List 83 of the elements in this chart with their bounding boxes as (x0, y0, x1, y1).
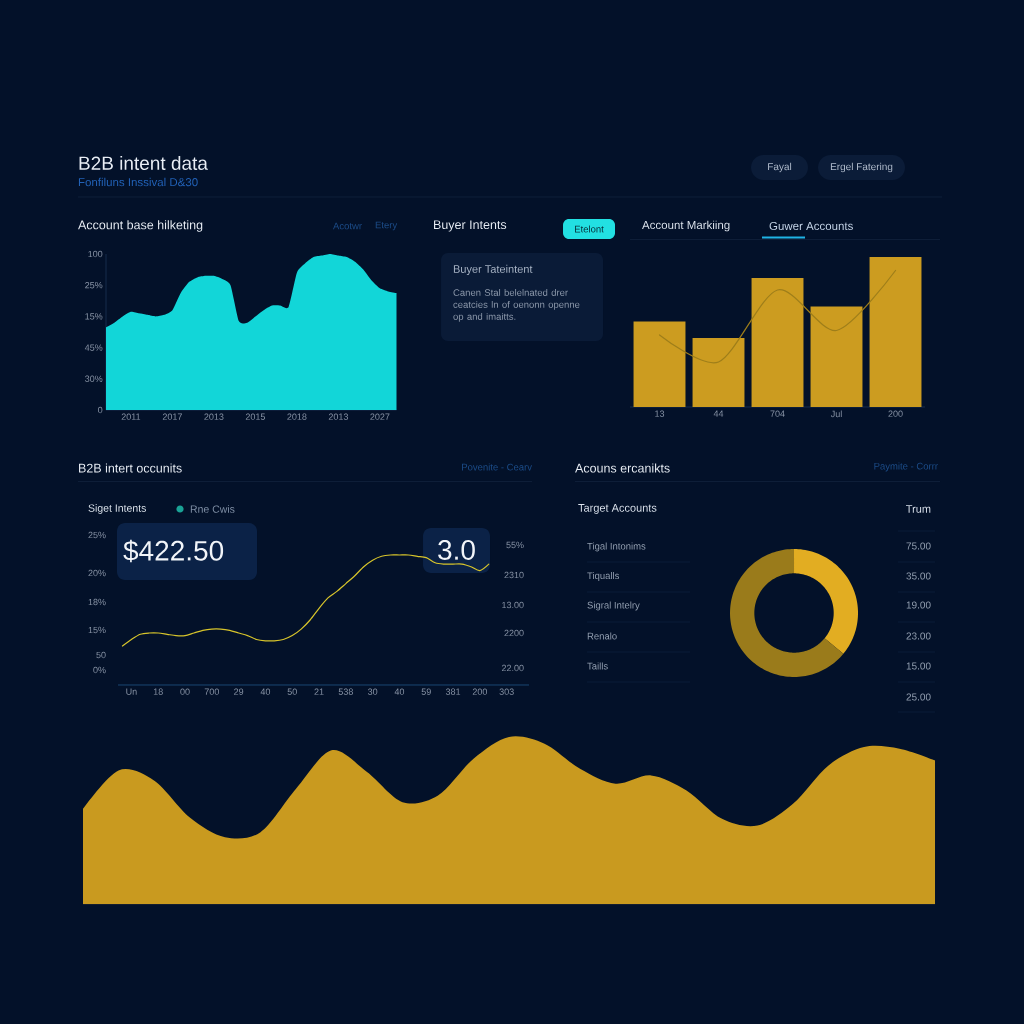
x-tick-label: 59 (421, 688, 431, 695)
bar (869, 256, 922, 407)
text: Acouns ercanikts (575, 463, 670, 473)
x-tick-label: 700 (204, 688, 219, 695)
x-tick-label: 40 (394, 688, 405, 695)
x-tick-label: 200 (472, 688, 488, 695)
text: 19.00 (906, 601, 931, 609)
x-tick-label: 44 (713, 410, 724, 417)
text: 15.00 (906, 662, 931, 670)
text: Tigal Intonims (587, 542, 646, 552)
x-tick-label: 2017 (162, 413, 182, 420)
chart-title: Account Markiing (642, 220, 730, 232)
x-tick-label: 2013 (204, 413, 224, 420)
legend-label: Rne Cwis (190, 505, 235, 513)
x-tick-label: Un (126, 688, 137, 695)
text: 100 (88, 250, 103, 258)
text: 25% (88, 531, 106, 539)
text: Povenite - Cearv (462, 463, 532, 471)
bar (751, 277, 804, 407)
annotation: 3.0 (438, 540, 475, 560)
annotation: 22.00 (501, 664, 524, 672)
text: Fayal (768, 162, 792, 173)
text: Trum (906, 505, 931, 513)
x-tick-label: 2011 (121, 413, 141, 420)
x-tick-label: 200 (888, 410, 903, 417)
x-tick-label: 303 (499, 688, 514, 695)
x-tick-label: 50 (287, 688, 297, 695)
text: 15% (88, 626, 106, 634)
text: Etelont (575, 225, 604, 233)
x-tick-label: 18 (153, 688, 163, 695)
x-tick-label: 13 (655, 410, 665, 417)
text: 23.00 (906, 632, 931, 640)
text: Taills (587, 662, 608, 670)
text: 75.00 (906, 542, 931, 550)
chart-subtitle: Siget Intents (88, 504, 146, 514)
text: 45% (84, 344, 103, 351)
text: Ergel Fatering (830, 162, 893, 173)
text: 15% (85, 313, 103, 320)
text: Acotwr (333, 222, 362, 230)
x-tick-label: 2015 (245, 413, 266, 420)
x-tick-label: 704 (770, 410, 785, 417)
x-tick-label: 2027 (370, 413, 390, 420)
x-tick-label: 381 (445, 688, 461, 695)
text: Buyer Intents (434, 220, 507, 232)
x-tick-label: 21 (314, 688, 324, 695)
x-tick-label: 538 (338, 688, 353, 695)
x-tick-label: 40 (260, 688, 271, 695)
bar (810, 306, 863, 407)
text: Sigral Intelry (587, 601, 640, 611)
x-tick-label: 30 (367, 688, 378, 695)
annotation: 13.00 (502, 601, 524, 609)
text: Paymite - Corrr (874, 462, 938, 472)
text: 20% (88, 569, 106, 577)
text: Etery (375, 221, 398, 231)
bar (633, 321, 686, 407)
text: Buyer Tateintent (453, 264, 533, 276)
text: 25% (85, 282, 103, 289)
bar (692, 337, 745, 407)
text: 50 (96, 651, 106, 659)
x-tick-label: 00 (180, 688, 190, 695)
text: Fonfiluns Inssival D&30 (78, 177, 198, 187)
chart-title: B2B intert occunits (79, 463, 182, 473)
x-tick-label: 2013 (328, 413, 349, 420)
text: 0 (98, 406, 103, 414)
x-tick-label: Jul (830, 410, 842, 418)
chart-title: Account base hilketing (78, 220, 203, 232)
text: Guwer Accounts (769, 221, 853, 231)
text: 30% (85, 375, 103, 382)
text: Tiqualls (587, 572, 620, 581)
text: 0% (93, 666, 106, 674)
annotation: 2200 (504, 629, 524, 637)
annotation: 2310 (504, 571, 524, 579)
text: 55% (506, 541, 524, 549)
text: Canen Stal belelnated drer ceatcies ln of oenonn openne op and imaitts. (453, 288, 580, 322)
text: 18% (88, 598, 106, 606)
text: Target Accounts (578, 504, 657, 514)
text: B2B intent data (79, 156, 208, 170)
annotation: $422.50 (123, 539, 224, 563)
text: Renalo (587, 632, 617, 640)
text: 35.00 (906, 572, 931, 580)
x-tick-label: 29 (234, 688, 244, 695)
text: 25.00 (906, 693, 931, 701)
x-tick-label: 2018 (287, 413, 307, 420)
